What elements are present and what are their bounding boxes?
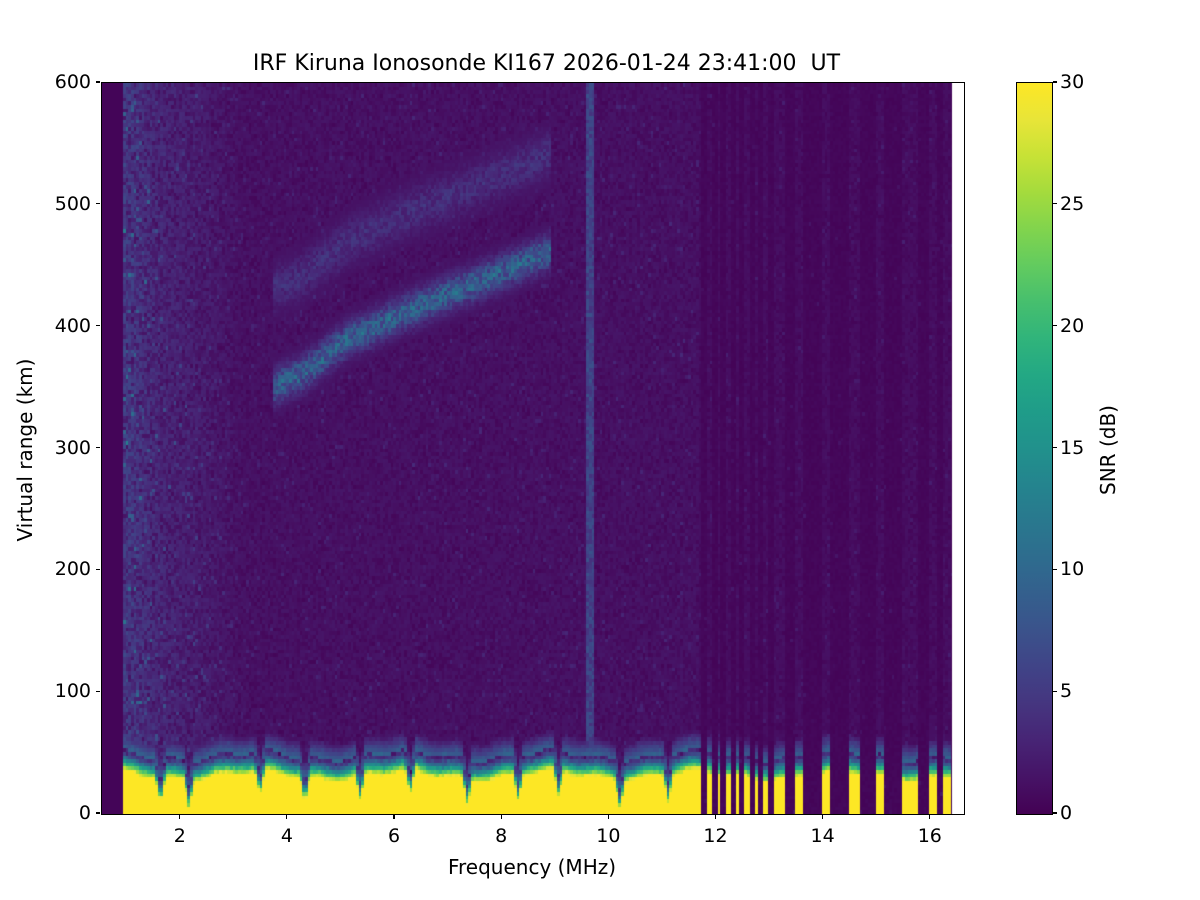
colorbar[interactable] [1016, 82, 1053, 815]
y-tick-mark [96, 690, 100, 692]
colorbar-tick-label: 5 [1060, 680, 1073, 703]
y-tick-label: 400 [54, 314, 91, 337]
ionogram-heatmap [102, 83, 964, 814]
x-tick-label: 2 [173, 825, 186, 847]
y-tick-mark [96, 81, 100, 83]
y-tick-label: 200 [54, 558, 91, 581]
y-tick-label: 600 [54, 71, 91, 93]
y-tick-mark [96, 325, 100, 327]
x-tick-label: 6 [388, 825, 401, 847]
x-tick-mark [286, 815, 288, 819]
x-tick-mark [500, 815, 502, 819]
x-tick-mark [607, 815, 609, 819]
colorbar-tick-mark [1053, 690, 1057, 692]
y-tick-mark [96, 446, 100, 449]
x-tick-label: 12 [703, 825, 728, 847]
x-axis-label: Frequency (MHz) [447, 855, 617, 879]
colorbar-tick-label: 20 [1060, 314, 1085, 337]
ionogram-plot-area[interactable] [101, 82, 965, 815]
colorbar-tick-label: 0 [1060, 802, 1073, 824]
colorbar-tick-mark [1053, 81, 1057, 83]
colorbar-tick-mark [1053, 812, 1057, 814]
x-tick-label: 10 [596, 825, 621, 847]
y-tick-label: 0 [78, 802, 91, 824]
y-tick-label: 500 [54, 192, 91, 215]
colorbar-tick-label: 15 [1060, 436, 1085, 459]
x-tick-mark [822, 815, 824, 819]
y-tick-mark [96, 203, 100, 205]
title-line-1: IRF Kiruna Ionosonde KI167 2026-01-24 23… [252, 51, 841, 76]
colorbar-tick-label: 30 [1060, 71, 1085, 93]
x-tick-mark [179, 815, 181, 819]
y-tick-label: 100 [54, 680, 91, 703]
colorbar-tick-mark [1053, 568, 1057, 570]
colorbar-gradient [1017, 83, 1052, 814]
x-tick-label: 16 [917, 825, 942, 847]
colorbar-tick-label: 10 [1060, 558, 1085, 581]
x-tick-mark [393, 815, 395, 819]
y-tick-label: 300 [54, 436, 91, 459]
colorbar-tick-label: 25 [1060, 192, 1085, 215]
x-tick-label: 4 [280, 825, 293, 847]
colorbar-tick-mark [1053, 446, 1057, 449]
y-tick-mark [96, 812, 100, 814]
colorbar-tick-mark [1053, 203, 1057, 205]
x-tick-mark [714, 815, 717, 819]
x-tick-label: 8 [495, 825, 508, 847]
colorbar-tick-mark [1053, 325, 1057, 327]
x-tick-label: 14 [810, 825, 835, 847]
y-axis-label: Virtual range (km) [13, 358, 37, 542]
x-tick-mark [929, 815, 931, 819]
y-tick-mark [96, 568, 100, 570]
colorbar-label: SNR (dB) [1096, 405, 1120, 495]
